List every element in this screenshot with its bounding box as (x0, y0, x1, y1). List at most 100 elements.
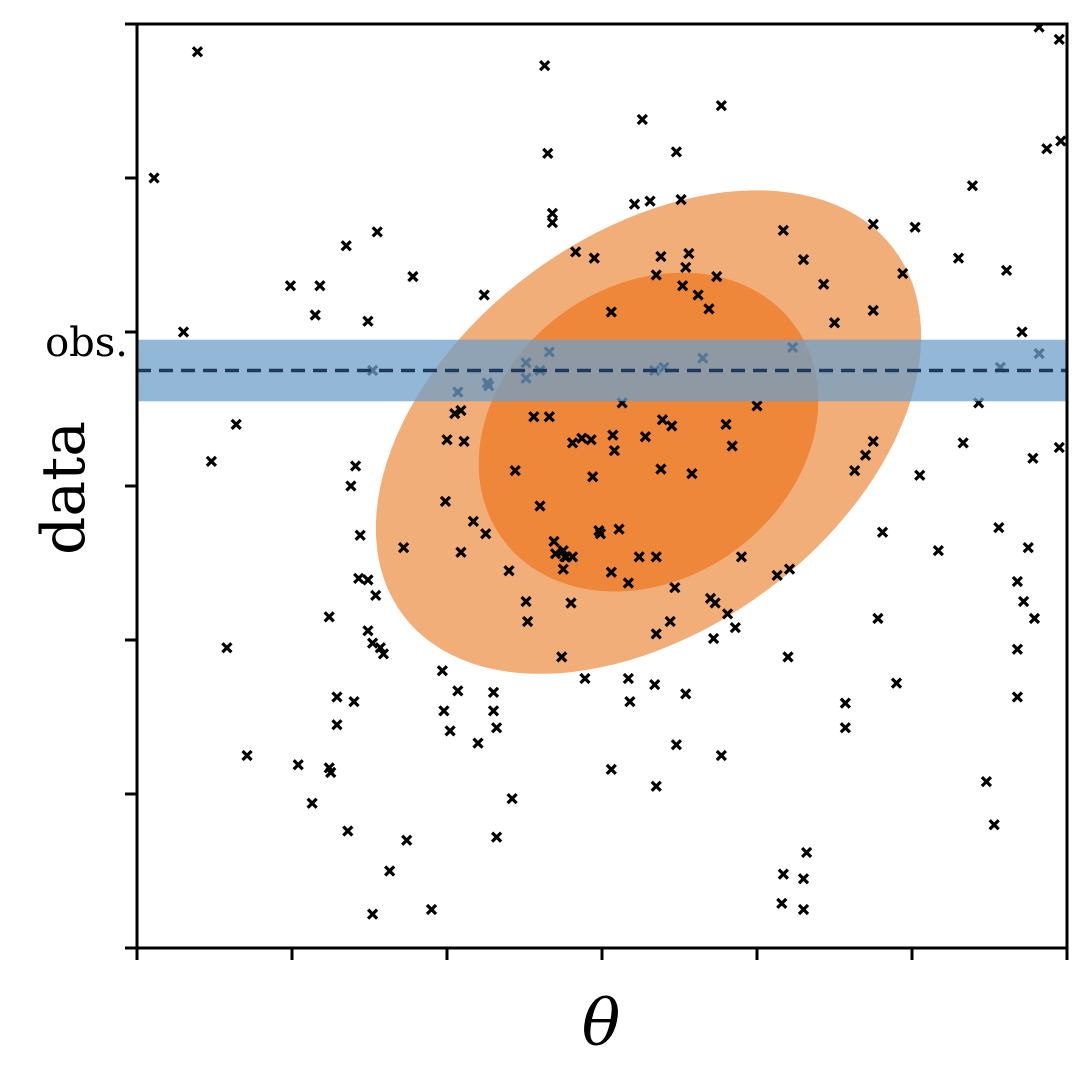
scatter-point (362, 315, 374, 327)
scatter-point (528, 411, 540, 423)
scatter-point (670, 739, 683, 751)
scatter-point (680, 688, 692, 700)
scatter-point (1053, 33, 1065, 46)
scatter-point (859, 449, 872, 461)
scatter-point (839, 722, 851, 734)
scatter-point (607, 429, 619, 441)
scatter-point (735, 551, 748, 563)
scatter-point (622, 577, 634, 589)
scatter-point (644, 195, 656, 207)
scatter-point (686, 468, 698, 480)
scatter-point (565, 597, 577, 609)
scatter-point (309, 309, 321, 321)
scatter-point (348, 695, 360, 708)
scatter-point (711, 270, 723, 283)
scatter-point (715, 99, 727, 112)
scatter-point (579, 672, 591, 685)
scatter-point (1011, 691, 1024, 703)
scatter-point (449, 407, 461, 420)
observation-layer (137, 339, 1067, 402)
scatter-point (509, 464, 521, 477)
scatter-point (876, 526, 889, 538)
scatter-point (909, 221, 921, 233)
scatter-point (777, 868, 789, 880)
scatter-point (676, 280, 689, 292)
obs-label: obs. (45, 320, 128, 366)
scatter-point (221, 642, 233, 654)
scatter-point (1011, 575, 1024, 588)
scatter-point (354, 529, 366, 541)
scatter-point (1041, 143, 1053, 155)
scatter-point (1055, 135, 1067, 147)
scatter-point (777, 224, 789, 236)
scatter-point (503, 565, 515, 577)
scatter-point (205, 455, 218, 467)
scatter-point (890, 677, 903, 689)
scatter-point (771, 569, 783, 581)
scatter-point (331, 719, 343, 731)
scatter-point (384, 865, 396, 877)
scatter-point (490, 722, 503, 734)
scatter-point (726, 440, 738, 452)
scatter-point (549, 548, 562, 560)
scatter-point (721, 608, 734, 620)
scatter-point (628, 198, 641, 210)
scatter-point (314, 280, 326, 292)
scatter-point (1017, 595, 1030, 608)
scatter-point (576, 432, 588, 444)
x-axis-label: θ (582, 987, 621, 1061)
scatter-point (703, 303, 715, 315)
scatter-point (656, 414, 669, 426)
scatter-point (548, 535, 560, 548)
scatter-point (709, 597, 721, 609)
scatter-point (867, 304, 879, 317)
scatter-point (639, 431, 652, 443)
scatter-point (849, 464, 861, 477)
scatter-point (521, 615, 534, 628)
scatter-point (729, 622, 741, 634)
scatter-point (534, 500, 546, 512)
scatter-point (605, 306, 617, 318)
scatter-point (605, 763, 617, 775)
scatter-point (323, 611, 335, 623)
scatter-point (340, 240, 352, 252)
scatter-point (1028, 612, 1041, 625)
scatter-point (407, 270, 419, 283)
scatter-point (636, 113, 648, 126)
scatter-point (543, 411, 555, 423)
scatter-point (828, 317, 841, 329)
scatter-point (608, 444, 621, 457)
scatter-point (669, 582, 681, 594)
scatter-point (557, 563, 569, 575)
scatter-point (452, 685, 464, 697)
scatter-point (506, 792, 518, 805)
scatter-point (715, 749, 727, 762)
scatter-point (818, 278, 830, 290)
scatter-point (353, 572, 365, 585)
scatter-point (370, 589, 382, 601)
scatter-point (650, 628, 662, 640)
scatter-point (650, 269, 662, 281)
scatter-point (588, 252, 600, 264)
scatter-point (692, 289, 704, 301)
scatter-point (952, 252, 965, 264)
scatter-point (664, 615, 676, 628)
scatter-point (467, 515, 479, 528)
scatter-point (867, 218, 879, 230)
scatter-point (366, 637, 379, 649)
scatter-point (605, 566, 617, 578)
scatter-point (520, 595, 532, 608)
scatter-point (371, 226, 383, 238)
scatter-point (650, 780, 662, 792)
scatter-point (650, 551, 662, 563)
scatter-point (624, 695, 636, 708)
scatter-point (490, 831, 503, 843)
scatter-point (966, 180, 979, 192)
scatter-point (655, 463, 667, 475)
scatter-point (542, 147, 554, 159)
scatter-point (570, 246, 582, 258)
scatter-point (556, 651, 568, 663)
scatter-point (680, 261, 692, 273)
scatter-point (683, 247, 695, 260)
